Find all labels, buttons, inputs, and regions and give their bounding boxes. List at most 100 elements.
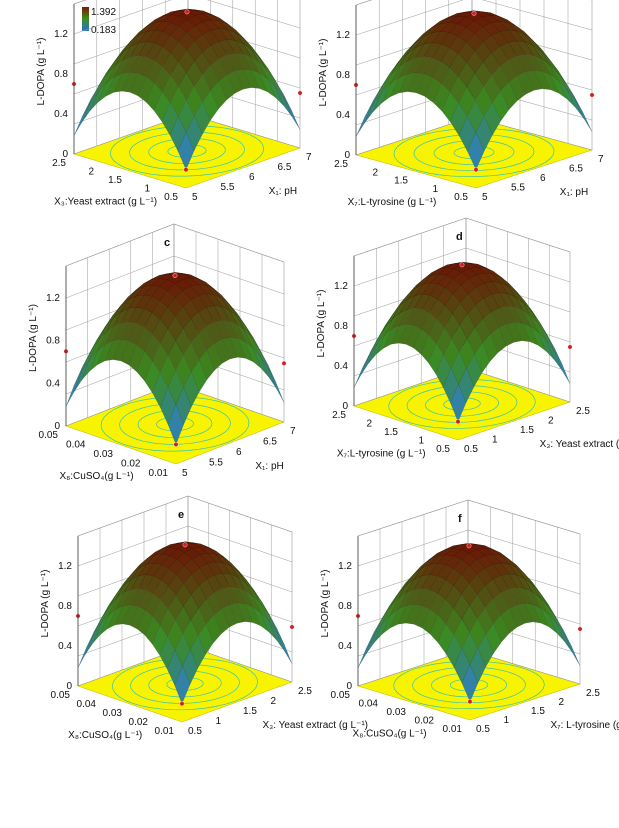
grid-line — [66, 224, 284, 266]
y-tick-label: 2 — [366, 419, 372, 430]
y-axis-label: X₇:L-tyrosine (g L⁻¹) — [337, 449, 426, 460]
x-tick-label: 5 — [182, 468, 188, 479]
surface-cell — [74, 360, 90, 392]
y-tick-label: 0.01 — [149, 468, 169, 479]
x-tick-label: 6 — [236, 447, 242, 458]
z-tick-label: 0.4 — [58, 641, 72, 652]
surface-cell — [556, 623, 572, 652]
panel-letter: c — [164, 237, 170, 249]
y-tick-label: 0.04 — [77, 699, 97, 710]
x-tick-label: 7 — [306, 152, 312, 163]
y-tick-label: 2.5 — [332, 410, 346, 421]
z-tick-label: 0.8 — [46, 336, 60, 347]
y-tick-label: 0.05 — [39, 430, 59, 441]
x-tick-label: 0.5 — [464, 444, 478, 455]
z-tick-label: 1.2 — [338, 561, 352, 572]
y-tick-label: 0.03 — [387, 707, 407, 718]
z-axis-label: L-DOPA (g L⁻¹) — [40, 570, 51, 638]
x-tick-label: 5.5 — [221, 182, 235, 193]
design-point — [467, 544, 471, 548]
panel-letter: d — [456, 231, 463, 243]
z-tick-label: 0.8 — [338, 601, 352, 612]
design-point — [460, 263, 464, 267]
z-tick-label: 0.8 — [336, 70, 350, 81]
y-tick-label: 1 — [432, 184, 438, 195]
design-point — [185, 10, 189, 14]
grid-line — [358, 500, 580, 536]
x-tick-label: 5 — [192, 192, 198, 203]
z-tick-label: 0.4 — [336, 110, 350, 121]
x-axis-label: X₁: pH — [269, 186, 297, 197]
y-tick-label: 0.03 — [103, 708, 123, 719]
x-axis-label: X₁: pH — [255, 461, 283, 472]
surface-cell — [361, 344, 377, 374]
surface-cell — [261, 357, 277, 388]
x-tick-label: 1.5 — [243, 706, 257, 717]
z-tick-label: 0.8 — [54, 69, 68, 80]
y-axis-label: X₇:L-tyrosine (g L⁻¹) — [348, 197, 437, 208]
z-axis-label: L-DOPA (g L⁻¹) — [318, 39, 329, 107]
y-axis-label: X₈:CuSO₄(g L⁻¹) — [59, 471, 133, 482]
x-tick-label: 5.5 — [511, 183, 525, 194]
x-tick-label: 0.5 — [476, 724, 490, 735]
design-point — [456, 420, 460, 424]
z-tick-label: 1.2 — [58, 561, 72, 572]
y-tick-label: 0.5 — [436, 444, 450, 455]
z-tick-label: 0.8 — [58, 601, 72, 612]
x-axis-label: X₁: pH — [560, 187, 588, 198]
surface-cell — [85, 624, 100, 654]
y-tick-label: 0.02 — [415, 716, 435, 727]
design-point — [290, 625, 294, 629]
x-tick-label: 1 — [504, 715, 510, 726]
surface-cell — [366, 624, 382, 654]
design-point — [472, 11, 476, 15]
design-point — [173, 273, 177, 277]
x-tick-label: 0.5 — [188, 726, 202, 737]
z-tick-label: 1.2 — [336, 30, 350, 41]
y-tick-label: 0.05 — [331, 690, 351, 701]
x-tick-label: 7 — [290, 426, 296, 437]
surface-cell — [82, 92, 98, 122]
z-tick-label: 1.2 — [334, 281, 348, 292]
x-tick-label: 6 — [249, 172, 255, 183]
surface-cell — [277, 632, 292, 664]
y-tick-label: 1.5 — [394, 176, 408, 187]
y-tick-label: 1 — [144, 184, 150, 195]
y-tick-label: 1.5 — [108, 175, 122, 186]
y-axis-label: X₃:Yeast extract (g L⁻¹) — [54, 197, 157, 208]
x-tick-label: 2.5 — [586, 688, 600, 699]
surface-cell — [276, 87, 292, 116]
y-tick-label: 2.5 — [334, 159, 348, 170]
x-tick-label: 6.5 — [569, 164, 583, 175]
x-axis-label: X₃: Yeast extract (g L⁻¹) — [540, 439, 619, 450]
y-tick-label: 0.02 — [121, 459, 141, 470]
z-axis-label: L-DOPA (g L⁻¹) — [320, 570, 331, 638]
y-tick-label: 0.03 — [94, 449, 114, 460]
z-tick-label: 0.4 — [54, 109, 68, 120]
design-point — [174, 442, 178, 446]
design-point — [590, 93, 594, 97]
panel-letter: e — [178, 509, 184, 521]
y-tick-label: 0.01 — [155, 726, 175, 737]
x-tick-label: 2.5 — [298, 686, 312, 697]
design-point — [282, 361, 286, 365]
x-tick-label: 6 — [540, 173, 546, 184]
y-tick-label: 0.02 — [129, 717, 149, 728]
y-tick-label: 2 — [372, 167, 378, 178]
z-tick-label: 0.4 — [338, 641, 352, 652]
colorbar-legend: 1.392 0.183 — [82, 7, 116, 36]
panel-letter: f — [458, 513, 462, 525]
y-tick-label: 0.01 — [443, 724, 463, 735]
grid-line — [78, 496, 292, 536]
x-tick-label: 1 — [492, 435, 498, 446]
surface-cell — [66, 372, 82, 407]
panel-f: 00.40.81.2L-DOPA (g L⁻¹)0.511.522.5X₇: L… — [320, 500, 619, 740]
z-axis-label: L-DOPA (g L⁻¹) — [36, 38, 47, 106]
y-tick-label: 2.5 — [52, 158, 66, 169]
x-tick-label: 7 — [598, 154, 604, 165]
x-tick-label: 2 — [548, 416, 554, 427]
